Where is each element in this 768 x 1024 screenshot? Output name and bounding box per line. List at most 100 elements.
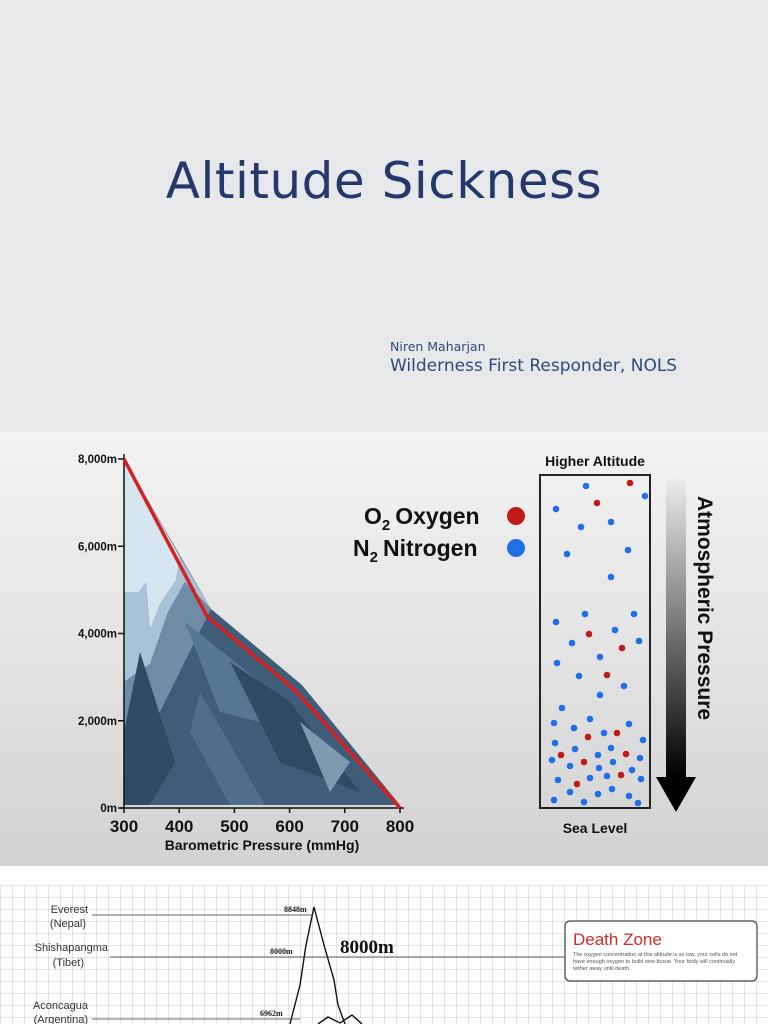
oxygen-molecule: [585, 630, 593, 638]
nitrogen-symbol: N: [353, 535, 370, 561]
pressure-arrow-icon: [656, 477, 696, 812]
y-tick-label: 4,000m: [78, 629, 117, 641]
atmospheric-pressure-label: Atmospheric Pressure: [693, 496, 716, 720]
death-zone-text-line-1: The oxygen concentration at this altitud…: [573, 952, 738, 958]
nitrogen-molecule: [571, 745, 579, 753]
mountain-outline: [289, 906, 346, 1024]
oxygen-label: Oxygen: [395, 503, 479, 529]
oxygen-molecule: [603, 671, 611, 679]
x-ticks: 300 400 500 600 700 800: [110, 808, 414, 836]
nitrogen-molecule: [586, 774, 594, 782]
pressure-slide: 8,000m 6,000m 4,000m 2,000m 0m 300 400 500 600 7…: [0, 432, 768, 866]
nitrogen-molecule: [624, 546, 632, 554]
x-tick-label: 600: [275, 817, 303, 836]
death-zone-box: [564, 920, 758, 982]
nitrogen-molecule: [625, 792, 633, 800]
sea-level-label: Sea Level: [563, 820, 628, 836]
pressure-graphic: 8,000m 6,000m 4,000m 2,000m 0m 300 400 500 600 7…: [78, 453, 716, 853]
nitrogen-molecule: [582, 482, 590, 490]
oxygen-molecule: [618, 644, 626, 652]
x-tick-label: 800: [386, 817, 414, 836]
oxygen-molecule: [622, 750, 630, 758]
slide-title: Altitude Sickness: [165, 152, 603, 210]
nitrogen-molecule: [554, 776, 562, 784]
oxygen-molecule: [593, 499, 601, 507]
nitrogen-molecule: [552, 618, 560, 626]
nitrogen-molecule: [596, 691, 604, 699]
x-tick-label: 700: [331, 817, 359, 836]
nitrogen-molecule: [641, 492, 649, 500]
nitrogen-molecule: [595, 764, 603, 772]
title-slide: Altitude Sickness Niren Maharjan Wildern…: [0, 0, 768, 432]
nitrogen-molecule: [548, 756, 556, 764]
molecules: [548, 479, 649, 807]
nitrogen-molecule: [552, 505, 560, 513]
nitrogen-molecule: [566, 762, 574, 770]
nitrogen-molecule: [581, 610, 589, 618]
oxygen-subscript: 2: [382, 517, 390, 534]
nitrogen-molecule: [577, 523, 585, 531]
nitrogen-molecule: [620, 682, 628, 690]
author-name: Niren Maharjan: [390, 339, 486, 354]
nitrogen-molecule: [634, 799, 642, 807]
legend: O2 Oxygen N2 Nitrogen: [353, 503, 525, 566]
oxygen-dot-icon: [507, 507, 525, 525]
y-tick-label: 0m: [100, 803, 117, 815]
nitrogen-molecule: [639, 736, 647, 744]
nitrogen-molecule: [563, 550, 571, 558]
nitrogen-molecule: [550, 796, 558, 804]
legend-nitrogen: N2 Nitrogen: [353, 535, 525, 566]
mountain-illustration: [124, 459, 400, 805]
x-tick-label: 300: [110, 817, 138, 836]
oxygen-molecule: [573, 780, 581, 788]
death-zone-slide: Everest (Nepal) 8848m Shishapangma (Tibe…: [0, 885, 768, 1024]
nitrogen-molecule: [580, 798, 588, 806]
nitrogen-molecule: [603, 772, 611, 780]
nitrogen-subscript: 2: [370, 549, 378, 566]
nitrogen-molecule: [607, 518, 615, 526]
y-tick-label: 8,000m: [78, 454, 117, 466]
nitrogen-molecule: [607, 744, 615, 752]
nitrogen-molecule: [596, 653, 604, 661]
oxygen-molecule: [584, 733, 592, 741]
oxygen-molecule: [626, 479, 634, 487]
y-tick-label: 2,000m: [78, 716, 117, 728]
nitrogen-molecule: [608, 785, 616, 793]
x-axis-title: Barometric Pressure (mmHg): [165, 837, 360, 853]
oxygen-molecule: [557, 751, 565, 759]
nitrogen-molecule: [600, 729, 608, 737]
death-zone-text-line-2: have enough oxygen to build new tissue. …: [573, 959, 735, 965]
nitrogen-molecule: [566, 788, 574, 796]
nitrogen-molecule: [568, 639, 576, 647]
nitrogen-dot-icon: [507, 539, 525, 557]
nitrogen-molecule: [586, 715, 594, 723]
air-column: [539, 474, 651, 809]
nitrogen-molecule: [636, 754, 644, 762]
mountain-outline-lower: [317, 1014, 363, 1024]
nitrogen-molecule: [575, 672, 583, 680]
nitrogen-molecule: [625, 720, 633, 728]
oxygen-molecule: [617, 771, 625, 779]
death-zone-title: Death Zone: [573, 930, 662, 949]
nitrogen-molecule: [611, 626, 619, 634]
nitrogen-molecule: [628, 766, 636, 774]
author-role: Wilderness First Responder, NOLS: [390, 356, 678, 376]
death-zone-graphic: Everest (Nepal) 8848m Shishapangma (Tibe…: [33, 904, 758, 1024]
nitrogen-molecule: [570, 724, 578, 732]
nitrogen-molecule: [609, 758, 617, 766]
peak-region-shishapangma: (Tibet): [53, 957, 84, 969]
x-tick-label: 400: [165, 817, 193, 836]
nitrogen-label: Nitrogen: [383, 535, 478, 561]
peak-region-everest: (Nepal): [50, 918, 86, 930]
nitrogen-molecule: [635, 637, 643, 645]
oxygen-molecule: [613, 729, 621, 737]
peak-height-aconcagua: 6962m: [260, 1009, 283, 1018]
nitrogen-molecule: [558, 704, 566, 712]
x-tick-label: 500: [220, 817, 248, 836]
zone-altitude: 8000m: [340, 937, 394, 958]
nitrogen-molecule: [550, 719, 558, 727]
peak-name-aconcagua: Aconcagua: [33, 1000, 89, 1012]
peak-name-everest: Everest: [51, 904, 88, 916]
